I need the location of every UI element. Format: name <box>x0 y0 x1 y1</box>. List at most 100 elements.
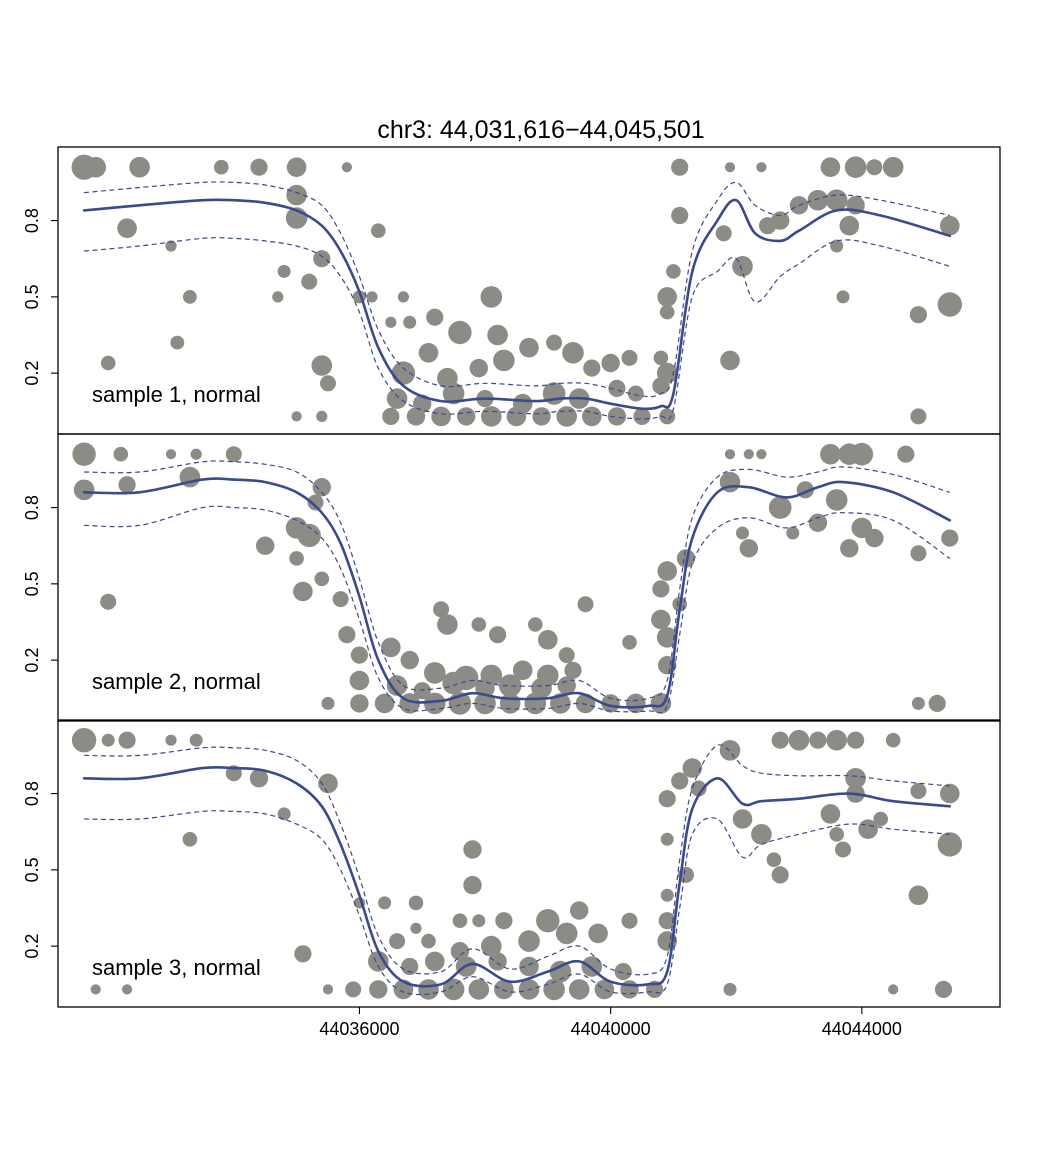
data-point <box>528 617 543 632</box>
data-point <box>771 866 789 884</box>
data-point <box>839 215 860 236</box>
data-point <box>512 660 533 681</box>
data-point <box>908 885 929 906</box>
data-point <box>826 729 847 751</box>
data-point <box>622 635 637 650</box>
data-point <box>594 979 615 1000</box>
data-point <box>910 545 927 562</box>
data-point <box>350 694 369 713</box>
data-point <box>225 446 242 463</box>
data-point <box>487 324 508 346</box>
data-point <box>316 410 328 422</box>
data-point <box>320 375 336 392</box>
data-point <box>463 840 482 859</box>
data-point <box>671 772 689 790</box>
data-point <box>568 979 590 1000</box>
data-point <box>557 676 576 695</box>
panel-frame <box>57 433 1001 722</box>
data-point <box>835 841 851 858</box>
data-point <box>413 682 431 700</box>
data-point <box>607 407 627 426</box>
data-point <box>562 342 584 364</box>
panel-3: 0.2 0.5 0.8 sample 3, normal <box>22 719 1001 1008</box>
data-point <box>865 528 884 548</box>
data-point <box>626 693 646 714</box>
data-point <box>463 875 482 895</box>
y-tick-label: 0.5 <box>22 571 42 596</box>
data-point <box>660 888 674 902</box>
data-point <box>719 740 741 761</box>
data-point <box>256 536 275 555</box>
data-point <box>934 980 953 999</box>
data-point <box>756 162 767 173</box>
data-point <box>403 315 417 329</box>
data-point <box>421 933 436 949</box>
data-point <box>840 539 859 558</box>
data-point <box>321 696 335 710</box>
data-point <box>448 320 472 345</box>
data-point <box>660 832 674 846</box>
data-point <box>836 290 850 304</box>
data-point <box>418 343 439 363</box>
data-point <box>910 408 927 425</box>
data-point <box>332 591 349 608</box>
data-point <box>442 978 465 1001</box>
panel-frame <box>57 719 1001 1008</box>
data-point <box>723 982 737 996</box>
data-point <box>474 692 496 715</box>
data-point <box>847 731 865 749</box>
data-point <box>558 647 575 664</box>
data-point <box>113 446 129 462</box>
data-point <box>676 549 696 568</box>
data-point <box>472 914 486 928</box>
data-point <box>433 601 450 618</box>
data-point <box>418 979 439 1000</box>
lower-band-line <box>84 810 950 996</box>
data-point <box>452 913 468 928</box>
points-group <box>71 728 962 1001</box>
data-point <box>910 783 927 799</box>
data-point <box>397 291 409 303</box>
data-point <box>621 349 638 366</box>
data-point <box>844 156 867 178</box>
y-tick-label: 0.8 <box>22 208 42 233</box>
data-point <box>653 350 669 366</box>
data-point <box>724 449 736 460</box>
data-point <box>583 359 601 377</box>
data-point <box>165 240 177 252</box>
panels-layer: 0.2 0.5 0.8 sample 1, normal 0.2 0.5 0.8 sample… <box>22 146 1001 1008</box>
lower-band-line <box>84 505 951 714</box>
data-point <box>391 361 416 385</box>
data-point <box>442 382 465 405</box>
data-point <box>546 334 563 351</box>
data-point <box>743 449 754 460</box>
data-point <box>633 407 651 425</box>
data-point <box>601 694 620 713</box>
data-point <box>469 358 488 378</box>
data-point <box>190 448 202 460</box>
data-point <box>481 935 502 957</box>
data-point <box>170 335 185 350</box>
chart-title: chr3: 44,031,616−44,045,501 <box>377 116 704 144</box>
data-point <box>866 159 883 176</box>
data-point <box>341 162 352 173</box>
data-point <box>657 287 677 307</box>
data-point <box>410 922 422 934</box>
data-point <box>182 832 198 847</box>
data-point <box>250 158 268 176</box>
data-point <box>318 773 338 794</box>
data-point <box>100 593 117 610</box>
data-point <box>494 979 514 1000</box>
data-point <box>809 731 827 749</box>
data-point <box>756 449 767 460</box>
data-point <box>941 529 959 547</box>
data-point <box>426 308 444 326</box>
data-point <box>349 670 370 691</box>
data-point <box>481 406 502 427</box>
data-point <box>313 250 331 268</box>
data-point <box>293 581 313 602</box>
data-point <box>768 496 792 519</box>
data-point <box>499 693 521 714</box>
data-point <box>519 337 539 358</box>
